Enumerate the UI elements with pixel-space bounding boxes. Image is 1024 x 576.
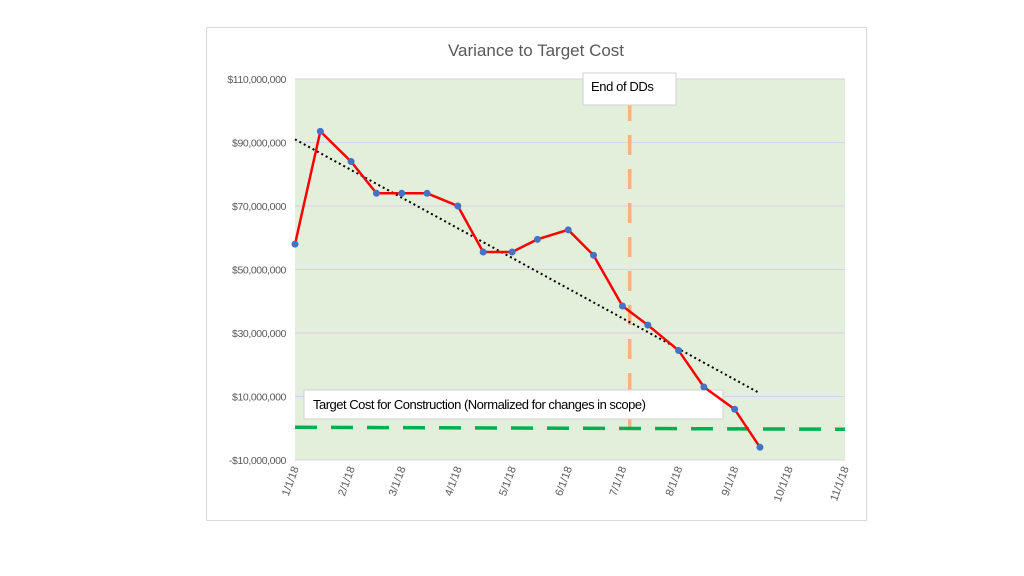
x-tick-label: 11/1/18 [828, 465, 852, 503]
data-point [347, 158, 355, 166]
series-line [293, 128, 762, 448]
target-cost-label: Target Cost for Construction (Normalized… [313, 397, 646, 412]
data-point [675, 346, 683, 354]
data-point [423, 189, 431, 197]
x-tick-label: 9/1/18 [720, 465, 742, 498]
x-tick-label: 8/1/18 [664, 465, 686, 498]
x-tick-label: 7/1/18 [608, 465, 630, 498]
x-tick-label: 4/1/18 [443, 465, 465, 498]
data-point [700, 383, 708, 391]
chart-title: Variance to Target Cost [448, 41, 624, 60]
x-tick-label: 6/1/18 [553, 465, 575, 498]
data-point [618, 302, 626, 310]
y-tick-label: -$10,000,000 [229, 455, 287, 467]
x-tick-label: 1/1/18 [280, 465, 302, 498]
y-tick-label: $30,000,000 [232, 328, 287, 340]
y-tick-label: $110,000,000 [227, 74, 286, 86]
data-point [590, 251, 598, 259]
data-point [454, 202, 462, 210]
data-point [644, 321, 652, 329]
target-cost-label-box [303, 389, 724, 420]
y-tick-label: $90,000,000 [232, 138, 287, 150]
end-of-dds-label: End of DDs [591, 79, 654, 94]
data-point [372, 189, 380, 197]
target-cost-line [294, 425, 846, 431]
y-tick-label: $70,000,000 [232, 201, 287, 213]
data-point [508, 248, 516, 256]
chart-frame: Variance to Target Cost $110,000,000 $90,0… [206, 27, 867, 521]
data-point [291, 240, 299, 248]
chart-svg: Variance to Target Cost $110,000,000 $90,0… [227, 41, 852, 504]
data-point [479, 248, 487, 256]
data-point [731, 405, 739, 413]
x-tick-label: 3/1/18 [387, 465, 409, 498]
x-tick-label: 10/1/18 [772, 465, 796, 504]
data-point [398, 189, 406, 197]
end-of-dds-label-box [582, 72, 677, 106]
data-point [533, 235, 541, 243]
data-point [756, 443, 764, 451]
x-tick-label: 5/1/18 [497, 465, 519, 498]
trendline [294, 138, 761, 395]
x-tick-label: 2/1/18 [336, 465, 358, 498]
data-point [316, 127, 324, 135]
y-tick-label: $10,000,000 [232, 392, 287, 404]
y-tick-label: $50,000,000 [232, 265, 287, 277]
data-point [564, 226, 572, 234]
